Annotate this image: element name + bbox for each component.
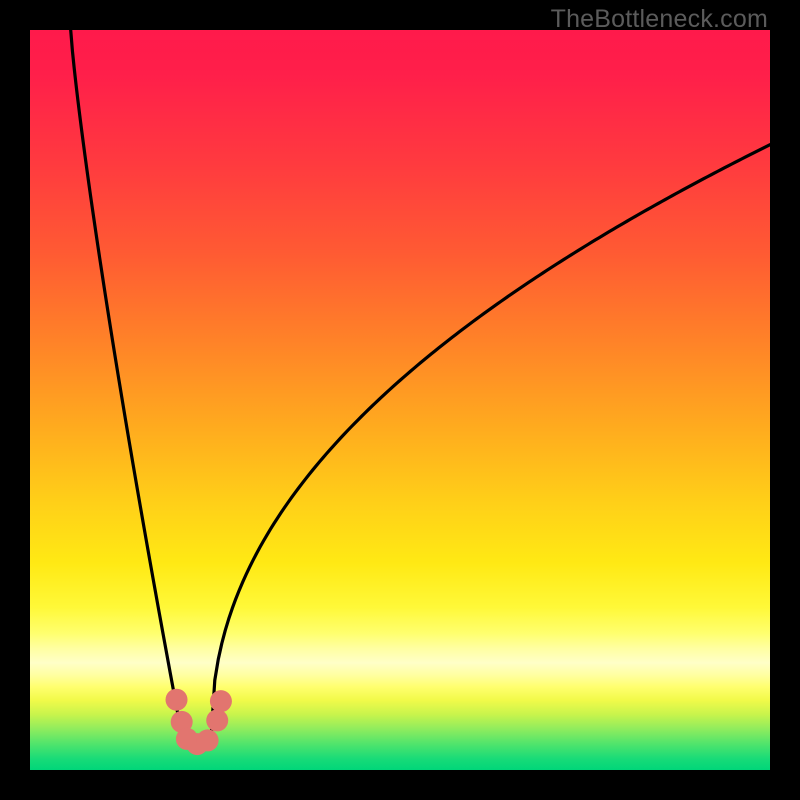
curve-path: [71, 30, 182, 734]
data-marker: [206, 709, 228, 731]
data-marker: [166, 689, 188, 711]
chart-svg: [30, 30, 770, 770]
chart-frame: TheBottleneck.com: [0, 0, 800, 800]
data-marker: [197, 729, 219, 751]
curve-path: [211, 145, 770, 735]
marker-layer: [166, 689, 232, 755]
plot-area: [30, 30, 770, 770]
curve-layer: [71, 30, 770, 743]
watermark-text: TheBottleneck.com: [551, 5, 768, 34]
data-marker: [210, 690, 232, 712]
